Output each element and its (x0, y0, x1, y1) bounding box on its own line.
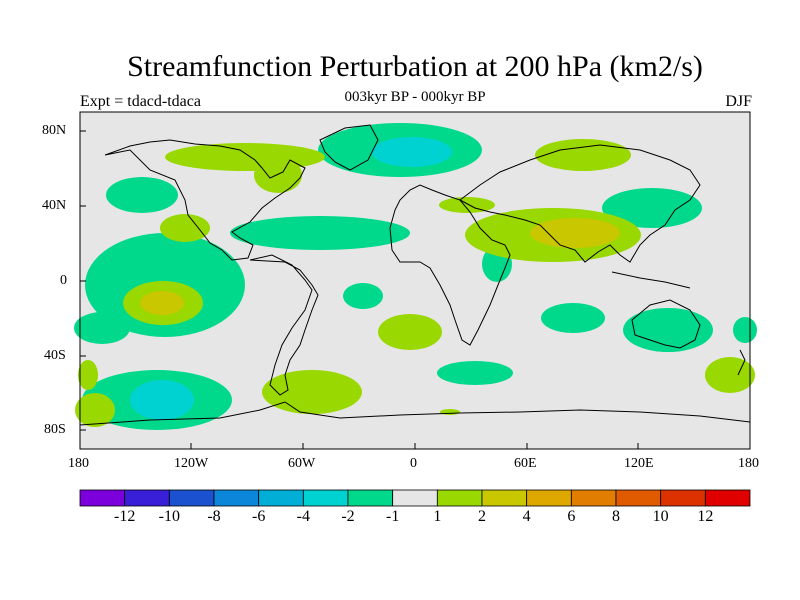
colorbar-label: -2 (341, 508, 355, 525)
colorbar-swatch (79, 489, 126, 507)
colorbar-label: -12 (113, 508, 136, 525)
anomaly-east-edge-pos (705, 357, 755, 393)
anomaly-south-atlantic-pos (378, 314, 442, 350)
coastlines (79, 124, 751, 426)
colorbar-label: 2 (478, 508, 486, 525)
lat-label-0: 0 (60, 273, 67, 288)
coast-australia (631, 299, 701, 349)
colorbar-label: 6 (567, 508, 576, 525)
lon-label-120e: 120E (624, 456, 654, 471)
lon-label-180e: 180 (738, 456, 759, 471)
experiment-label: Expt = tdacd-tdaca (80, 93, 201, 110)
colorbar-label: -6 (251, 508, 266, 525)
colorbar-swatch (168, 489, 215, 507)
anomaly-indian-south (541, 303, 605, 333)
anomaly-greenland-core (372, 137, 452, 167)
lat-label-80s: 80S (44, 422, 66, 437)
anomaly-south-atlantic (343, 283, 383, 309)
anomaly-tropical-pacific-core (140, 291, 184, 315)
axis-ticks (79, 130, 751, 449)
colorbar-swatch (213, 489, 260, 507)
colorbar-swatch (302, 489, 349, 507)
coast-europe-africa (389, 184, 511, 346)
anomaly-antarctic-peninsula (440, 409, 460, 415)
coast-south-america (249, 254, 319, 396)
colorbar-swatch (481, 489, 528, 507)
lon-label-60w: 60W (288, 456, 316, 471)
colorbar-label: -10 (158, 508, 180, 525)
chart-subtitle: 003kyr BP - 000kyr BP (344, 89, 486, 105)
colorbar-swatch (258, 489, 304, 507)
anomaly-australia (623, 308, 713, 352)
lat-label-80n: 80N (42, 123, 67, 138)
anomaly-indian-far-south (437, 361, 513, 385)
colorbar-swatch (124, 489, 170, 507)
anomaly-s-pacific-southwest (75, 393, 115, 427)
colorbar-label: -1 (385, 508, 400, 525)
lon-label-60e: 60E (514, 456, 537, 471)
anomaly-s-pacific-west (74, 312, 130, 344)
coast-asia (459, 144, 701, 263)
colorbar-swatch (347, 489, 394, 507)
colorbar-swatch (570, 489, 617, 507)
colorbar-swatch (704, 489, 751, 507)
colorbar-swatch (526, 489, 572, 507)
negative-anomaly-regions (74, 123, 757, 430)
anomaly-npac (106, 177, 178, 213)
colorbar-label: -8 (207, 508, 221, 525)
lon-label-180w: 180 (68, 456, 89, 471)
coast-north-america (104, 139, 306, 261)
anomaly-mid-atlantic-north (439, 197, 495, 213)
coast-greenland (319, 124, 379, 171)
anomaly-ne-pacific (160, 214, 210, 242)
anomaly-hudson (254, 157, 302, 193)
anomaly-west-atlantic (78, 360, 98, 390)
season-label: DJF (725, 93, 752, 110)
lon-label-0: 0 (410, 456, 417, 471)
anomaly-east-edge (733, 317, 757, 343)
colorbar (79, 489, 751, 507)
anomaly-asia-core (530, 218, 620, 248)
colorbar-label: 12 (697, 508, 714, 525)
colorbar-label: 10 (652, 508, 669, 525)
colorbar-label: 1 (433, 508, 442, 525)
lon-label-120w: 120W (174, 456, 209, 471)
anomaly-s-pacific-core (130, 380, 194, 420)
positive-anomaly-regions (75, 139, 755, 427)
colorbar-swatch (660, 489, 706, 507)
anomaly-japan (602, 188, 702, 228)
colorbar-swatch (436, 489, 483, 507)
lat-label-40n: 40N (42, 198, 67, 213)
colorbar-label: 8 (612, 508, 620, 525)
lat-label-40s: 40S (44, 348, 66, 363)
coast-new-zealand (737, 349, 746, 376)
anomaly-canada (165, 143, 325, 171)
colorbar-label: 4 (522, 508, 531, 525)
colorbar-swatch (615, 489, 662, 507)
coast-indonesia (611, 271, 691, 289)
anomaly-n-atlantic-scand (535, 139, 631, 171)
coast-antarctica (79, 401, 751, 426)
chart-title: Streamfunction Perturbation at 200 hPa (… (127, 50, 703, 83)
colorbar-label: -4 (296, 508, 310, 525)
colorbar-swatch (392, 489, 438, 507)
anomaly-atlantic-band (230, 216, 410, 250)
